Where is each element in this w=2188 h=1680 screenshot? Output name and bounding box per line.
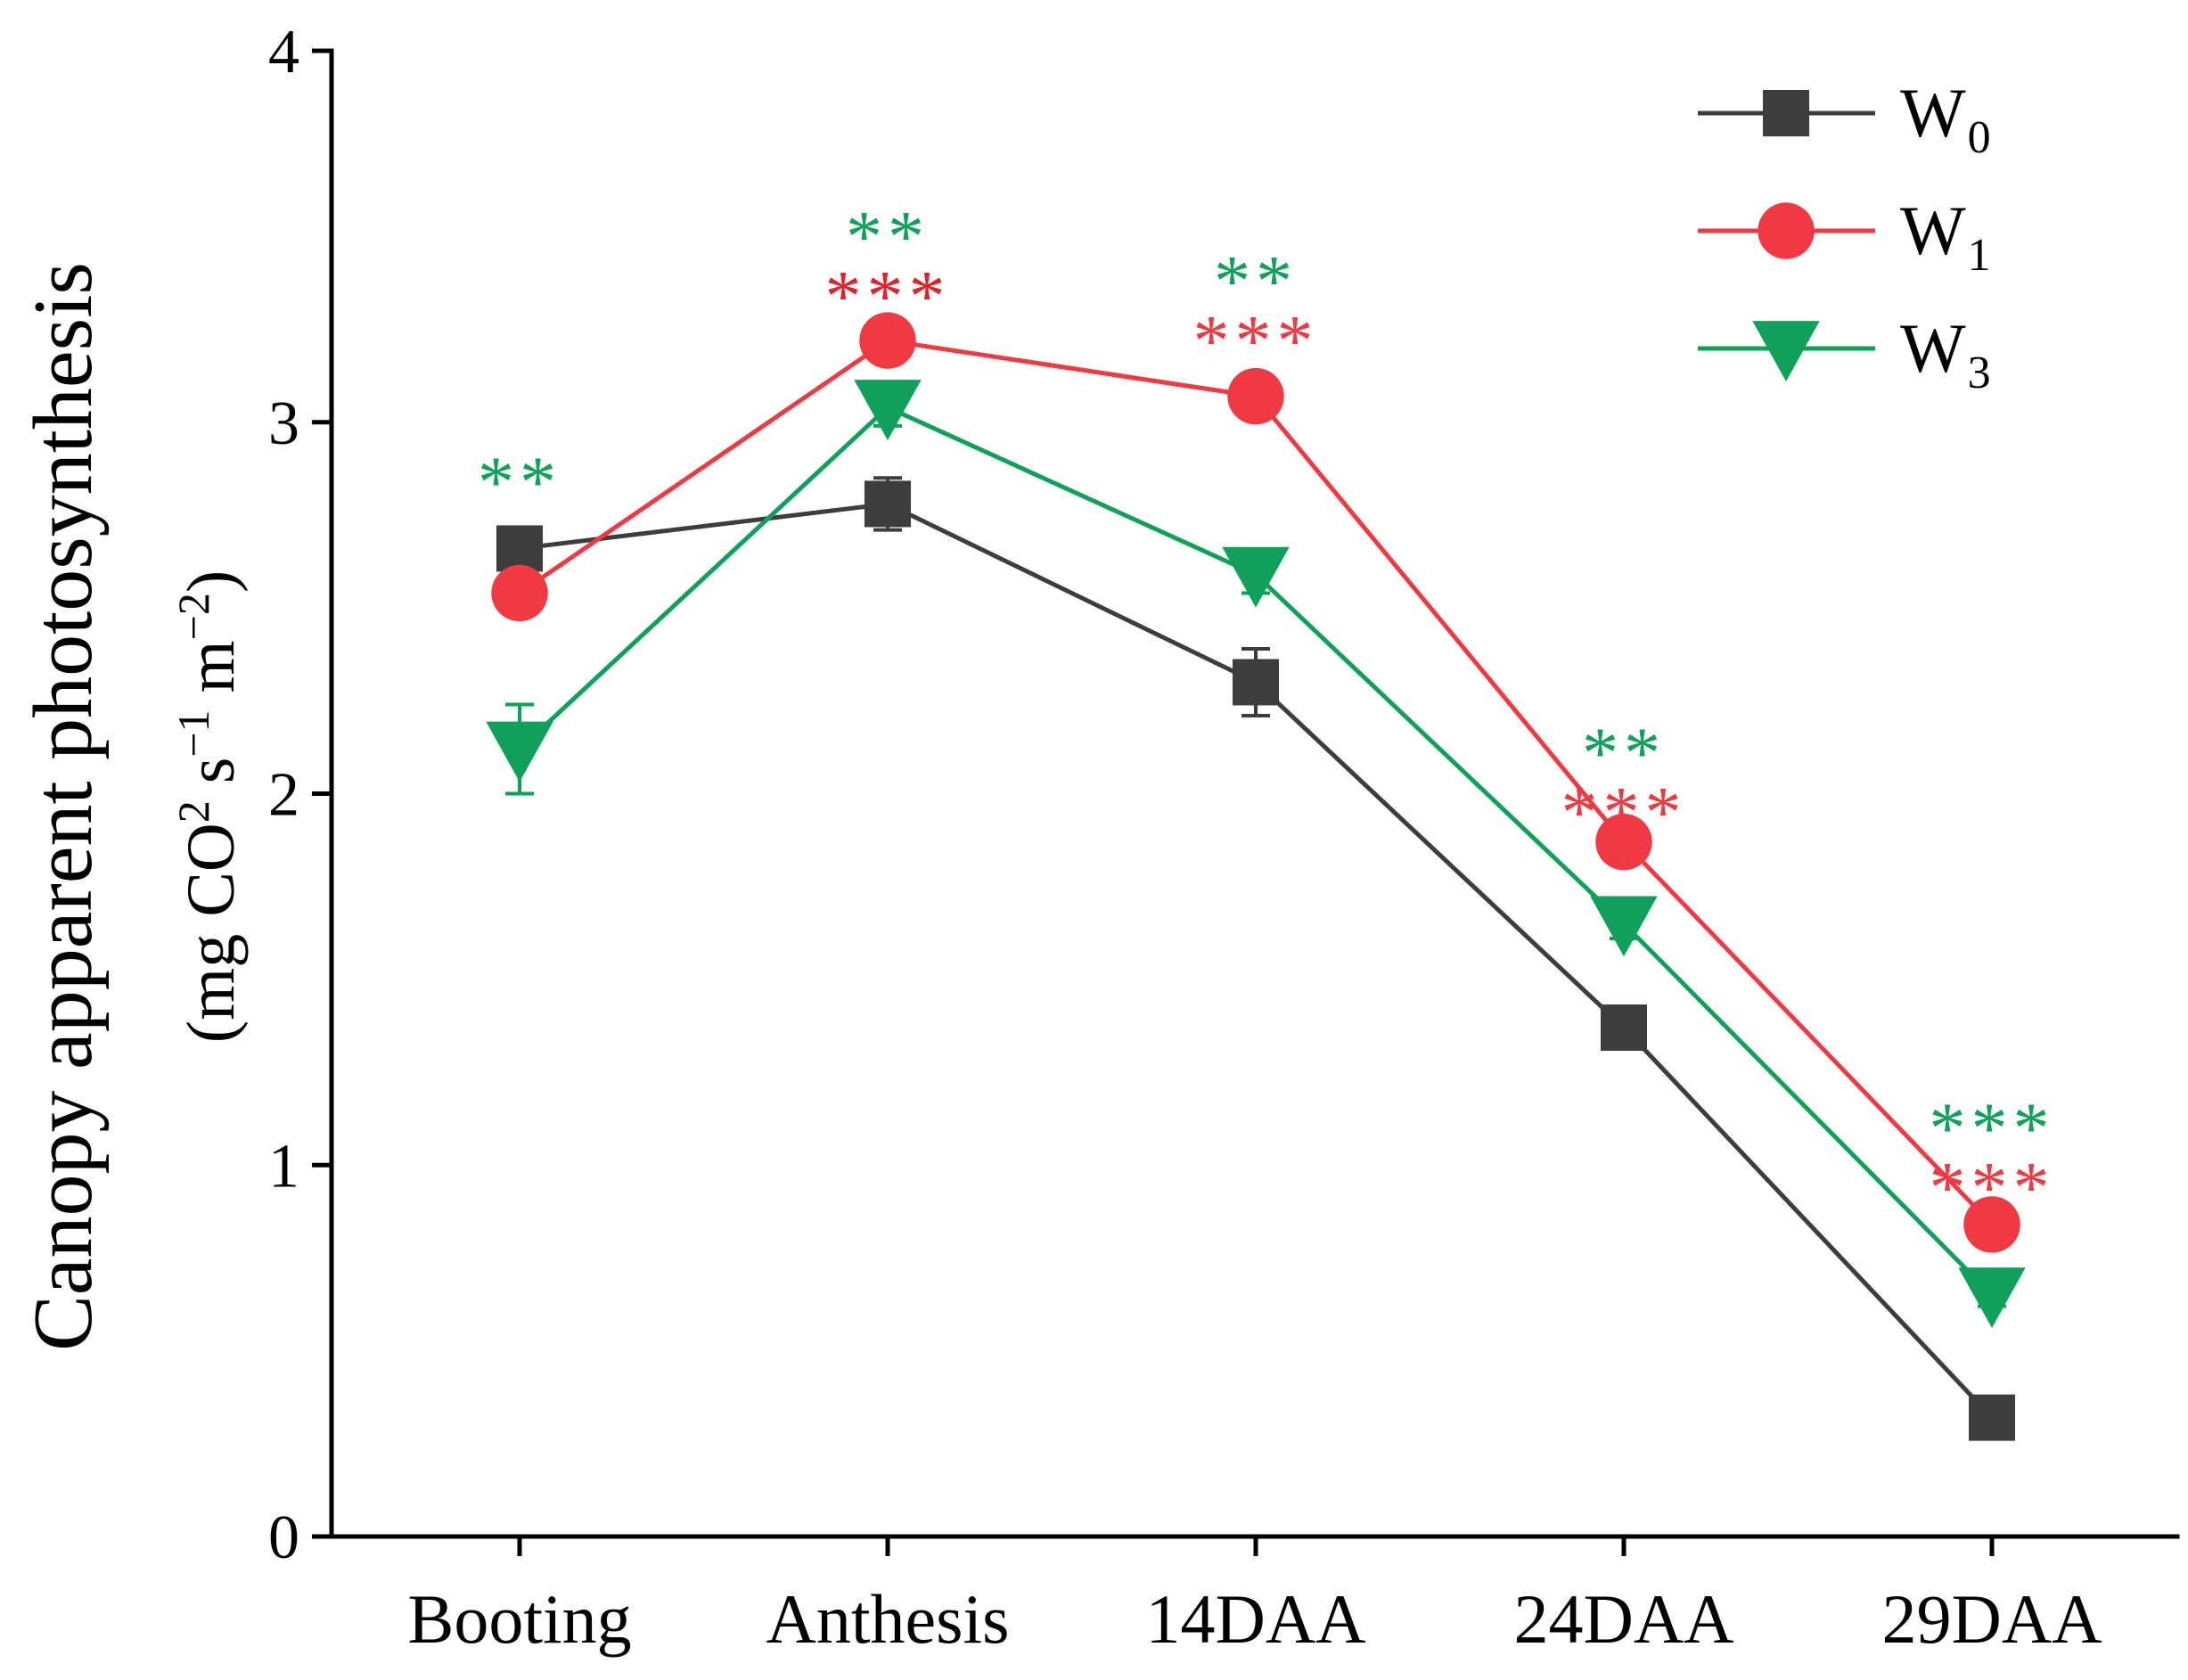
x-ticks: Booting Anthesis 14DAA 24DAA 29DAA [407,1537,2102,1658]
significance-annotations: ******* **************** [478,196,2055,1228]
data-point [1222,546,1290,608]
unit-superscript: −1 [168,709,218,757]
legend-label: W1 [1900,192,1991,281]
series-w3 [486,380,2026,1329]
significance-label: ** [478,441,561,522]
series-w1 [491,312,2020,1253]
y-tick-label: 3 [268,389,299,458]
unit-superscript: −2 [168,593,218,640]
significance-label: *** [1930,1147,2055,1228]
unit-text: m [174,640,249,709]
data-point [1590,896,1658,957]
series-line [518,405,1994,1297]
data-point [1233,659,1279,706]
significance-label: *** [1561,772,1687,853]
significance-label: ** [846,196,930,277]
legend-label-name: W [1900,192,1966,269]
legend-marker [1758,202,1815,259]
data-point [486,721,553,783]
unit-text: ) [174,570,249,593]
data-point [1963,1196,2020,1253]
x-tick-label: 14DAA [1146,1580,1366,1658]
significance-label: ** [1582,712,1666,793]
data-point [1958,1267,2026,1329]
y-tick-label: 0 [268,1504,299,1572]
y-axis-title: Canopy apparent photosynthesis [17,262,110,1351]
significance-label: *** [825,255,951,336]
legend-item: W3 [1698,309,1991,398]
y-ticks: 0 1 2 3 4 [268,18,332,1572]
legend-label-name: W [1900,309,1966,387]
series-line [519,501,1994,1420]
legend-label: W3 [1900,309,1991,398]
unit-superscript: 2 [168,800,218,823]
legend-marker [1763,90,1809,136]
legend-label-subscript: 0 [1968,112,1991,163]
data-point [491,564,548,622]
data-point [859,312,916,369]
data-point [496,525,543,572]
legend-label-name: W [1900,74,1966,152]
legend-label-subscript: 3 [1968,348,1991,398]
significance-label: ** [1214,241,1298,322]
significance-label: *** [1930,1087,2055,1168]
y-tick-label: 2 [268,761,299,830]
legend-marker [1752,321,1820,381]
x-tick-label: 29DAA [1882,1580,2102,1658]
series-layer [486,312,2026,1441]
data-point [1601,1004,1647,1052]
y-tick-label: 1 [268,1132,299,1201]
series-line [518,338,1994,1226]
legend-label-subscript: 1 [1968,230,1991,281]
legend-item: W0 [1698,74,1991,163]
x-tick-label: Booting [407,1580,631,1658]
data-point [854,380,922,441]
x-tick-label: 24DAA [1514,1580,1734,1658]
data-point [1595,813,1652,871]
y-axis-label: Canopy apparent photosynthesis (mg CO2 s−… [17,262,249,1351]
data-point [1227,367,1284,425]
significance-label: *** [1193,299,1319,381]
legend-item: W1 [1698,192,1991,281]
legend-label: W0 [1900,74,1991,163]
data-point [865,480,911,528]
y-tick-label: 4 [268,18,299,86]
x-tick-label: Anthesis [766,1580,1010,1658]
y-axis-unit: (mg CO2 s−1 m−2) [168,570,249,1043]
unit-text: s [174,758,249,801]
data-point [1969,1394,2015,1441]
unit-text: (mg CO [174,823,249,1043]
series-w0 [496,476,2015,1441]
